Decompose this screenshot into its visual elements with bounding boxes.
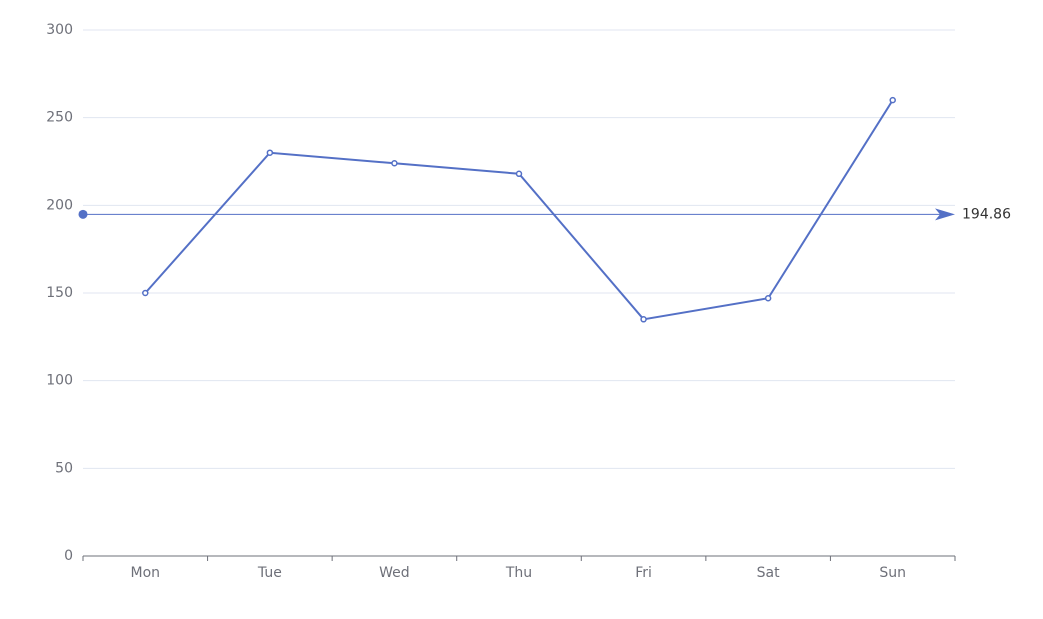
y-tick-label: 250 bbox=[46, 110, 73, 126]
point bbox=[889, 96, 896, 104]
average-label: 194.86 bbox=[962, 206, 1011, 222]
x-tick-label: Sat bbox=[757, 565, 780, 581]
average-line-arrow bbox=[935, 208, 955, 221]
y-tick-label: 0 bbox=[64, 548, 73, 564]
point bbox=[764, 295, 772, 302]
x-tick-label: Wed bbox=[379, 565, 410, 581]
series-line bbox=[144, 99, 894, 321]
point bbox=[515, 170, 523, 178]
point bbox=[640, 316, 647, 323]
average-line-start bbox=[78, 209, 88, 219]
x-tick-label: Tue bbox=[257, 565, 282, 581]
y-tick-label: 300 bbox=[46, 22, 73, 38]
point bbox=[391, 160, 398, 167]
y-tick-label: 150 bbox=[46, 285, 73, 301]
x-tick-label: Sun bbox=[879, 565, 906, 581]
y-tick-label: 200 bbox=[46, 197, 73, 213]
x-tick-label: Thu bbox=[505, 565, 532, 581]
x-tick-label: Fri bbox=[635, 565, 652, 581]
y-tick-label: 100 bbox=[46, 373, 73, 389]
x-tick-label: Mon bbox=[131, 565, 161, 581]
point bbox=[266, 149, 274, 156]
y-tick-label: 50 bbox=[55, 460, 73, 476]
point bbox=[142, 289, 149, 297]
